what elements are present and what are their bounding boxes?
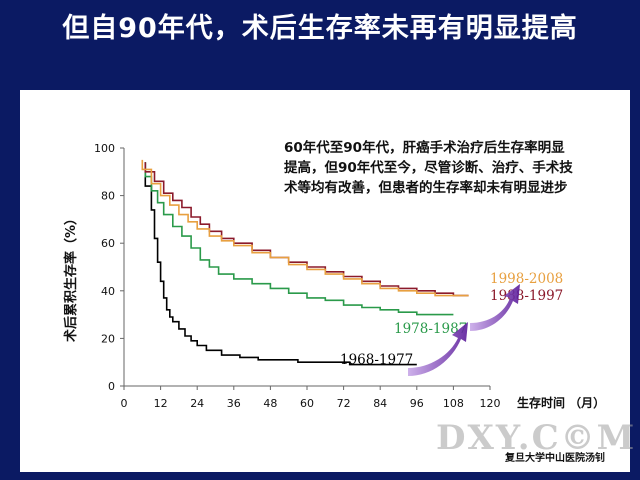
series-line-1998-2008 [141,159,469,297]
series-label-1998-2008: 1998-2008 [490,271,563,287]
x-axis-label: 生存时间 （月） [517,395,605,410]
x-tick-label: 48 [263,397,277,410]
source-credit: 复旦大学中山医院汤钊 [505,453,605,464]
series-line-1978-1987 [144,162,454,316]
x-tick-label: 36 [227,397,241,410]
x-tick-label: 96 [410,397,424,410]
y-tick-label: 20 [101,332,115,345]
chart-axes: 0 20 40 60 80 100 0 12 24 36 48 60 72 84 96 108 120 生存时间 … [63,142,605,410]
y-axis-label: 术后累积生存率（%） [63,212,79,343]
x-tick-label: 72 [337,397,351,410]
chart-panel [20,90,630,472]
y-tick-label: 0 [108,380,115,393]
series-line-1968-1977 [144,162,417,366]
y-tick-label: 100 [94,142,115,155]
series-label-1978-1987: 1978-1987 [394,321,467,337]
slide-title: 但自90年代，术后生存率未再有明显提高 [62,13,578,44]
x-tick-label: 60 [300,397,314,410]
watermark: DXY.C©M [436,418,637,458]
chart-arrows [408,284,520,376]
y-tick-label: 80 [101,190,115,203]
x-tick-label: 108 [443,397,464,410]
y-tick-label: 60 [101,237,115,250]
arrow-1968-to-1978 [408,322,468,376]
x-tick-label: 0 [121,397,128,410]
x-tick-label: 120 [480,397,501,410]
arrow-1978-to-1988 [470,284,520,331]
x-tick-label: 12 [154,397,168,410]
series-label-1968-1977: 1968-1977 [340,352,413,368]
y-tick-label: 40 [101,285,115,298]
annotation-text: 60年代至90年代，肝癌手术治疗后生存率明显提高，但90年代至今，尽管诊断、治疗… [284,140,573,196]
chart-series [141,159,469,366]
series-label-1988-1997: 1988-1997 [490,288,563,304]
x-tick-label: 24 [190,397,204,410]
x-tick-label: 84 [373,397,387,410]
